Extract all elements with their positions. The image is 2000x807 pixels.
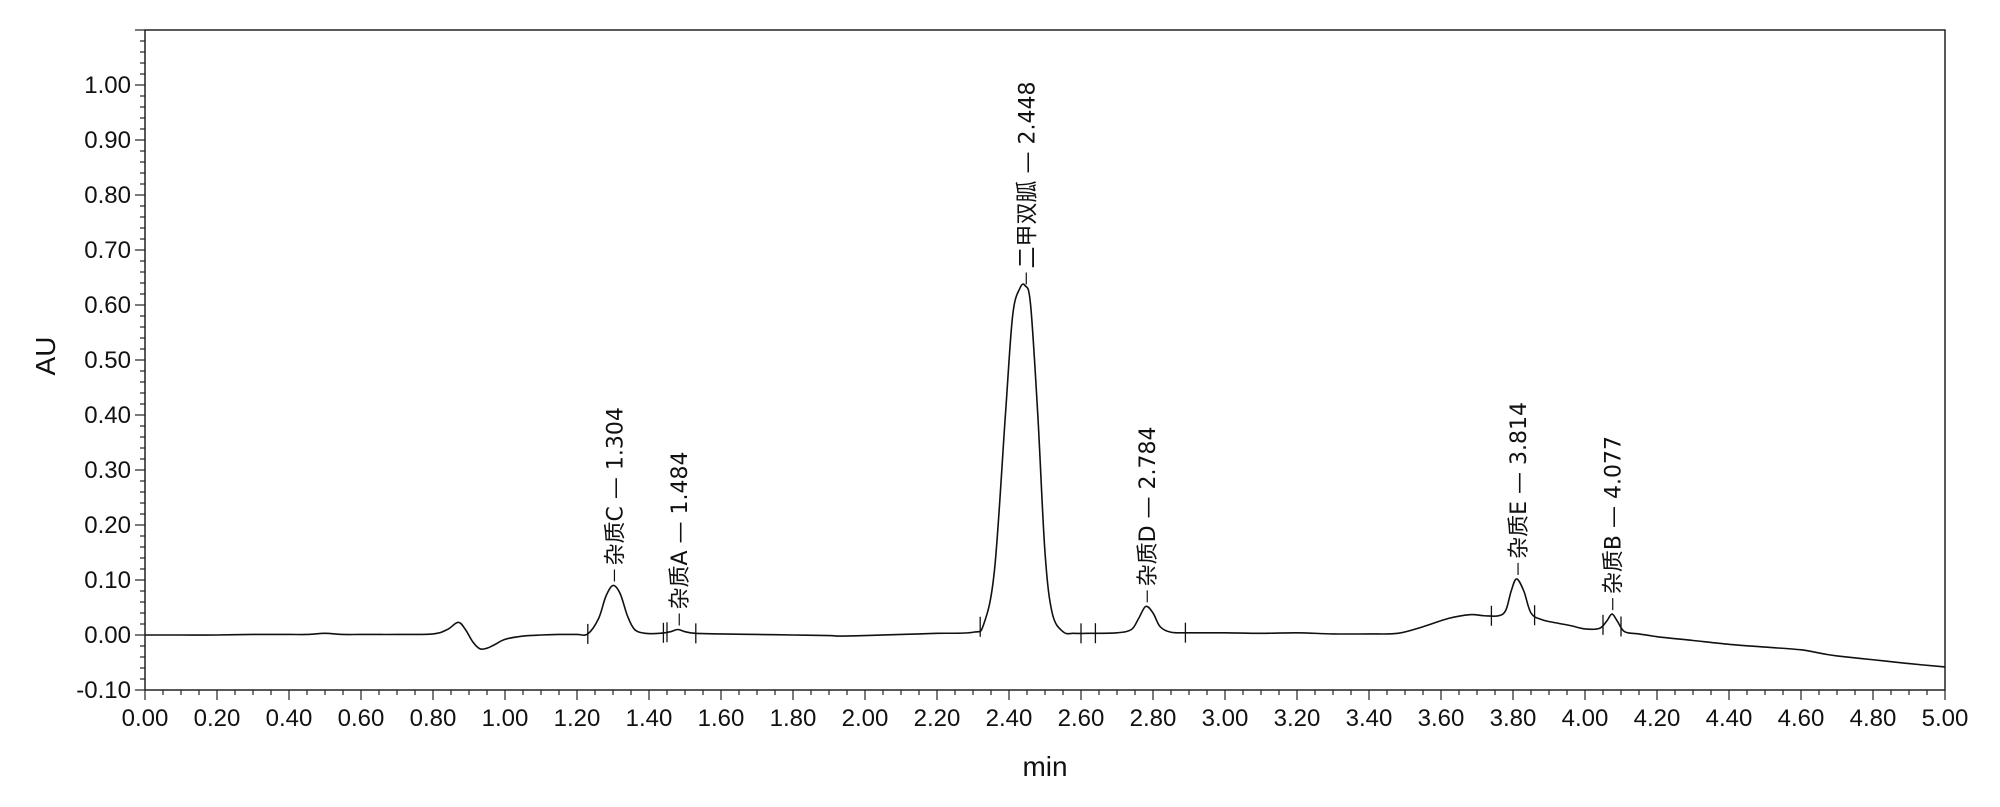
x-tick-label: 0.40 xyxy=(266,705,313,732)
x-tick-label: 0.80 xyxy=(410,705,457,732)
peak-label: 杂质E — 3.814 xyxy=(1507,402,1532,559)
y-tick-label: 1.00 xyxy=(84,72,131,99)
x-tick-label: 0.20 xyxy=(194,705,241,732)
x-tick-label: 4.00 xyxy=(1562,705,1609,732)
y-tick-label: -0.10 xyxy=(76,677,131,704)
y-tick-label: 0.70 xyxy=(84,237,131,264)
x-tick-label: 2.80 xyxy=(1130,705,1177,732)
x-tick-label: 1.60 xyxy=(698,705,745,732)
y-tick-label: 0.40 xyxy=(84,402,131,429)
x-axis: 0.00 0.20 0.40 0.60 0.80 1.00 1.20 1.40 1.60 1.80… xyxy=(122,690,1969,732)
x-tick-label: 1.40 xyxy=(626,705,673,732)
x-tick-label: 4.20 xyxy=(1634,705,1681,732)
plot-frame xyxy=(144,29,1946,691)
x-tick-label: 0.60 xyxy=(338,705,385,732)
peak-label: 杂质D — 2.784 xyxy=(1136,426,1161,586)
x-tick-label: 0.00 xyxy=(122,705,169,732)
x-tick-label: 4.80 xyxy=(1850,705,1897,732)
x-axis-title: min xyxy=(1022,751,1067,782)
x-tick-label: 1.00 xyxy=(482,705,529,732)
y-tick-label: 0.50 xyxy=(84,347,131,374)
x-tick-label: 4.60 xyxy=(1778,705,1825,732)
x-tick-label: 5.00 xyxy=(1922,705,1969,732)
y-tick-label: 0.20 xyxy=(84,512,131,539)
peak-label: 杂质B — 4.077 xyxy=(1602,436,1627,594)
y-tick-label: 0.80 xyxy=(84,182,131,209)
y-tick-label: 0.90 xyxy=(84,127,131,154)
peak-label: 二甲双胍 — 2.448 xyxy=(1015,82,1040,269)
x-tick-label: 2.60 xyxy=(1058,705,1105,732)
y-tick-label: 0.60 xyxy=(84,292,131,319)
x-tick-label: 3.80 xyxy=(1490,705,1537,732)
x-tick-label: 3.60 xyxy=(1418,705,1465,732)
peak-label: 杂质A — 1.484 xyxy=(668,451,693,609)
y-tick-label: 0.30 xyxy=(84,457,131,484)
x-tick-label: 3.20 xyxy=(1274,705,1321,732)
y-tick-label: 0.00 xyxy=(84,622,131,649)
x-tick-label: 3.40 xyxy=(1346,705,1393,732)
x-tick-label: 2.20 xyxy=(914,705,961,732)
x-tick-label: 1.20 xyxy=(554,705,601,732)
peak-markers: 杂质C — 1.304 杂质A — 1.484 二甲双胍 — 2.448 杂质D — … xyxy=(587,82,1627,644)
chromatogram-trace xyxy=(145,283,1946,668)
y-axis-title: AU xyxy=(30,337,61,376)
x-tick-label: 1.80 xyxy=(770,705,817,732)
x-tick-label: 4.40 xyxy=(1706,705,1753,732)
peak-label: 杂质C — 1.304 xyxy=(603,407,628,565)
y-tick-label: 0.10 xyxy=(84,567,131,594)
x-tick-label: 2.00 xyxy=(842,705,889,732)
x-tick-label: 3.00 xyxy=(1202,705,1249,732)
y-axis: -0.10 0.00 0.10 0.20 0.30 0.40 0.50 0.60 0.70 0.8… xyxy=(76,29,145,704)
x-tick-label: 2.40 xyxy=(986,705,1033,732)
